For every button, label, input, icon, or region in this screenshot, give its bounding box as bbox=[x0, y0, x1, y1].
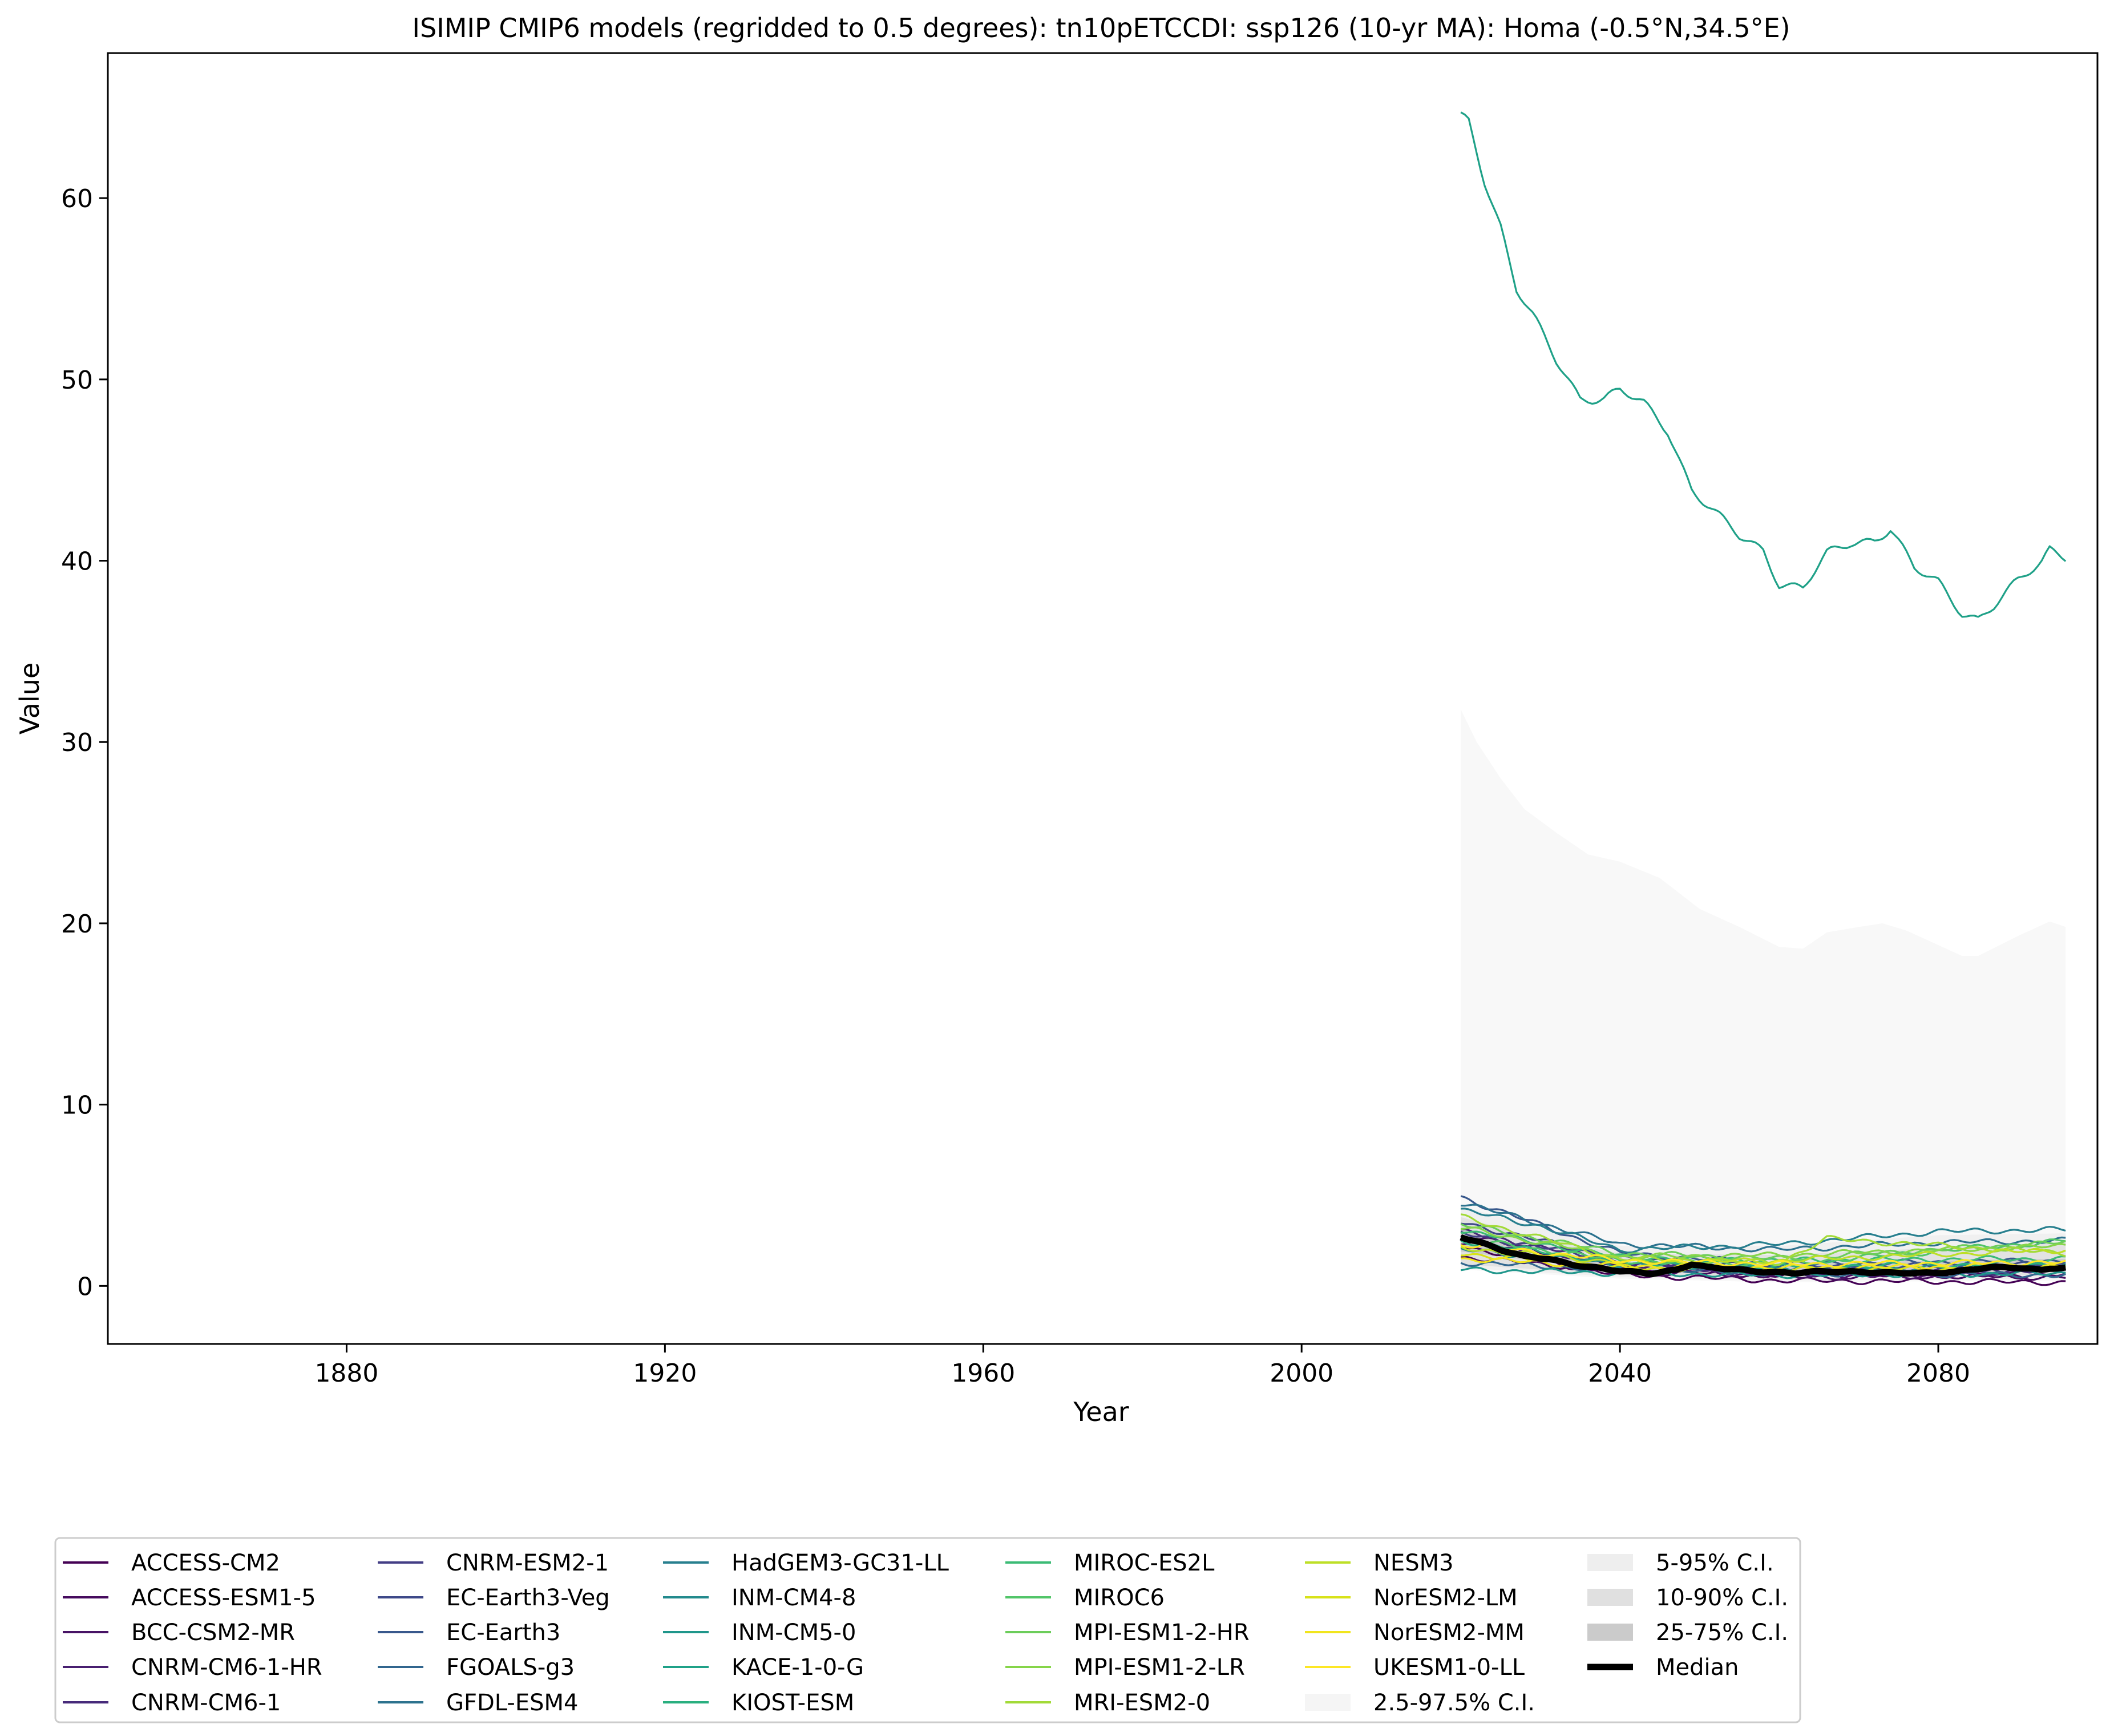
x-tick-label: 1920 bbox=[633, 1359, 697, 1388]
x-tick-label: 1960 bbox=[951, 1359, 1015, 1388]
y-axis-label: Value bbox=[14, 663, 45, 734]
legend-label: 2.5-97.5% C.I. bbox=[1373, 1690, 1535, 1716]
legend-label: FGOALS-g3 bbox=[446, 1654, 575, 1681]
legend-frame bbox=[54, 1537, 1801, 1723]
legend-label: GFDL-ESM4 bbox=[446, 1690, 578, 1716]
plot-frame bbox=[107, 52, 2099, 1345]
x-tick-label: 1880 bbox=[314, 1359, 378, 1388]
series-line-kace-1-0-g bbox=[1460, 111, 2067, 618]
legend-label: MRI-ESM2-0 bbox=[1074, 1690, 1210, 1716]
legend-label: NESM3 bbox=[1373, 1550, 1454, 1576]
series-line-mpi-esm1-2-hr bbox=[1460, 1223, 2066, 1261]
y-tick-label: 50 bbox=[61, 366, 93, 395]
legend-label: Median bbox=[1656, 1654, 1739, 1681]
x-axis-label: Year bbox=[1073, 1396, 1129, 1427]
series-line-nesm3 bbox=[1460, 1246, 2066, 1266]
legend-swatch-5-95-c-i- bbox=[1587, 1554, 1633, 1571]
legend-label: ACCESS-ESM1-5 bbox=[131, 1585, 316, 1611]
y-tick-label: 0 bbox=[77, 1272, 93, 1301]
legend-label: 10-90% C.I. bbox=[1656, 1585, 1788, 1611]
legend-label: INM-CM5-0 bbox=[731, 1620, 856, 1646]
legend-swatch-10-90-c-i- bbox=[1587, 1589, 1633, 1606]
legend-swatch-2-5-97-5-c-i- bbox=[1305, 1694, 1351, 1711]
ci-band-2-5-97-5-c-i- bbox=[1461, 709, 2066, 1282]
legend-label: UKESM1-0-LL bbox=[1373, 1654, 1525, 1681]
legend-label: INM-CM4-8 bbox=[731, 1585, 856, 1611]
series-line-median bbox=[1460, 1234, 2066, 1278]
x-axis: 1880 1920 1960 2000 2040 2080 bbox=[314, 1344, 1970, 1388]
series-line-ukesm1-0-ll bbox=[1460, 1243, 2066, 1268]
legend-label: HadGEM3-GC31-LL bbox=[731, 1550, 949, 1576]
legend-label: 25-75% C.I. bbox=[1656, 1620, 1788, 1646]
y-tick-label: 30 bbox=[61, 728, 93, 757]
y-tick-label: 10 bbox=[61, 1091, 93, 1120]
legend-label: BCC-CSM2-MR bbox=[131, 1620, 295, 1646]
legend-label: CNRM-CM6-1 bbox=[131, 1690, 281, 1716]
y-tick-label: 60 bbox=[61, 184, 93, 213]
legend-label: CNRM-CM6-1-HR bbox=[131, 1654, 322, 1681]
y-tick-label: 20 bbox=[61, 910, 93, 939]
legend-label: EC-Earth3 bbox=[446, 1620, 560, 1646]
y-tick-label: 40 bbox=[61, 547, 93, 576]
series-line-mpi-esm1-2-lr bbox=[1461, 1226, 2066, 1260]
chart-title: ISIMIP CMIP6 models (regridded to 0.5 de… bbox=[412, 13, 1790, 43]
x-tick-label: 2080 bbox=[1906, 1359, 1970, 1388]
legend-label: CNRM-ESM2-1 bbox=[446, 1550, 609, 1576]
plot-area bbox=[1460, 111, 2067, 1286]
legend-label: NorESM2-LM bbox=[1373, 1585, 1518, 1611]
legend-label: 5-95% C.I. bbox=[1656, 1550, 1774, 1576]
x-tick-label: 2040 bbox=[1588, 1359, 1652, 1388]
legend-label: MPI-ESM1-2-LR bbox=[1074, 1654, 1245, 1681]
legend-label: MIROC6 bbox=[1074, 1585, 1165, 1611]
legend-label: KACE-1-0-G bbox=[731, 1654, 864, 1681]
x-tick-label: 2000 bbox=[1270, 1359, 1333, 1388]
legend-label: EC-Earth3-Veg bbox=[446, 1585, 610, 1611]
legend-label: NorESM2-MM bbox=[1373, 1620, 1525, 1646]
legend-swatch-25-75-c-i- bbox=[1587, 1624, 1633, 1641]
legend-label: MPI-ESM1-2-HR bbox=[1074, 1620, 1250, 1646]
legend-label: ACCESS-CM2 bbox=[131, 1550, 280, 1576]
series-line-gfdl-esm4 bbox=[1461, 1204, 2066, 1253]
series-line-hadgem3-gc31-ll bbox=[1461, 1208, 2066, 1254]
legend-label: KIOST-ESM bbox=[731, 1690, 854, 1716]
legend-label: MIROC-ES2L bbox=[1074, 1550, 1215, 1576]
legend: ACCESS-CM2 ACCESS-ESM1-5 BCC-CSM2-MR CNRM-C… bbox=[54, 1537, 1801, 1723]
series-line-mri-esm2-0 bbox=[1460, 1213, 2066, 1266]
y-axis: 0 10 20 30 40 50 60 bbox=[61, 184, 108, 1301]
